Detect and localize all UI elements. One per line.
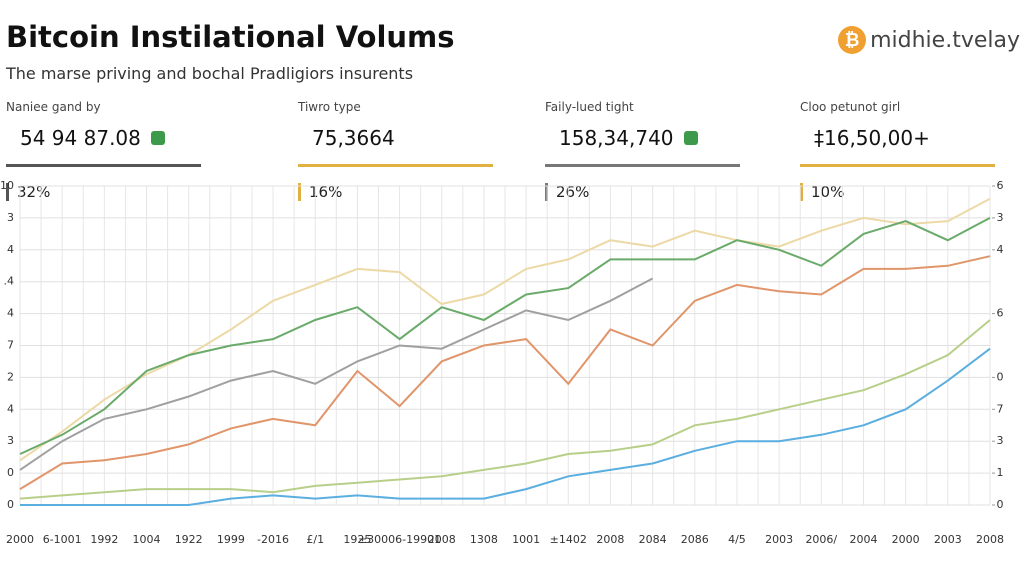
y-tick-label: 7 <box>7 339 14 352</box>
kpi-value: 158,34,740 <box>559 126 674 150</box>
x-tick-label: 1004 <box>133 533 161 546</box>
kpi-icon <box>150 131 165 145</box>
title: Bitcoin Instilational Volums <box>6 20 455 54</box>
y-tick-label: 2 <box>7 370 14 383</box>
x-tick-label: £/1 <box>306 533 324 546</box>
x-tick-label: 1308 <box>470 533 498 546</box>
kpi-bar <box>6 164 201 167</box>
x-tick-label: 1001 <box>512 533 540 546</box>
x-tick-label: 2004 <box>849 533 877 546</box>
y2-tick-label: 3 <box>997 211 1004 224</box>
y-tick-label: 4 <box>7 243 14 256</box>
kpi-label: Naniee gand by <box>6 100 101 114</box>
x-tick-label: 1922 <box>175 533 203 546</box>
kpi-label: Faily-lued tight <box>545 100 634 114</box>
x-tick-label: 2008 <box>428 533 456 546</box>
kpi-label: Cloo petunot girl <box>800 100 901 114</box>
brand-text: midhie.tvelay <box>870 27 1020 53</box>
y-tick-label: .4 <box>4 275 15 288</box>
kpi-value-row: 54 94 87.08 <box>20 126 206 150</box>
y-tick-label: 3 <box>7 434 14 447</box>
kpi-card: Naniee gand by 54 94 87.08 32% <box>6 100 206 201</box>
series-line <box>20 347 991 506</box>
kpi-change: 16% <box>298 183 498 201</box>
x-tick-label: 2000 <box>892 533 920 546</box>
x-tick-label: 4/5 <box>728 533 746 546</box>
kpi-change: 26% <box>545 183 745 201</box>
y-tick-label: 4 <box>7 307 14 320</box>
x-tick-label: 2003 <box>765 533 793 546</box>
x-tick-label: 6-1001 <box>43 533 82 546</box>
kpi-change: 10% <box>800 183 1000 201</box>
bitcoin-icon: ₿ <box>838 26 867 54</box>
x-tick-label: ±30006-19901 <box>358 533 441 546</box>
y-tick-label: 10 <box>0 179 14 192</box>
kpi-change: 32% <box>6 183 206 201</box>
series-line <box>19 319 991 500</box>
x-tick-label: ±1402 <box>550 533 587 546</box>
x-tick-label: 2084 <box>639 533 667 546</box>
kpi-bar <box>298 164 493 167</box>
x-tick-label: 1999 <box>217 533 245 546</box>
x-tick-label: 2000 <box>6 533 34 546</box>
x-tick-label: 2008 <box>976 533 1004 546</box>
kpi-label: Tiwro type <box>298 100 361 114</box>
y2-tick-label: 3 <box>997 434 1004 447</box>
y2-tick-label: 6 <box>997 179 1004 192</box>
y-tick-label: 4 <box>7 402 14 415</box>
x-tick-label: 2003 <box>934 533 962 546</box>
kpi-value: 54 94 87.08 <box>20 126 141 150</box>
x-tick-label: 2006/ <box>805 533 837 546</box>
kpi-bar <box>800 164 995 167</box>
y2-tick-label: 6 <box>997 307 1004 320</box>
y2-tick-label: 1 <box>997 466 1004 479</box>
kpi-value: ‡16,50,00+ <box>814 126 930 150</box>
kpi-card: Faily-lued tight 158,34,740 26% <box>545 100 745 201</box>
brand: ₿ midhie.tvelay <box>838 26 1020 54</box>
x-tick-label: 1992 <box>90 533 118 546</box>
x-tick-label: 2086 <box>681 533 709 546</box>
kpi-icon <box>683 131 698 145</box>
kpi-value-row: 75,3664 <box>312 126 498 150</box>
series-line <box>19 217 991 455</box>
kpi-card: Tiwro type 75,3664 16% <box>298 100 498 201</box>
y2-tick-label: 4 <box>997 243 1004 256</box>
y-tick-label: 3 <box>7 211 14 224</box>
series-line <box>19 277 654 471</box>
y2-tick-label: 7 <box>997 402 1004 415</box>
y2-tick-label: 0 <box>997 498 1004 511</box>
kpi-value-row: 158,34,740 <box>559 126 745 150</box>
kpi-card: Cloo petunot girl ‡16,50,00+ 10% <box>800 100 1000 201</box>
series-line <box>19 255 991 490</box>
x-tick-label: 1925 <box>343 533 371 546</box>
kpi-value-row: ‡16,50,00+ <box>814 126 1000 150</box>
subtitle: The marse priving and bochal Pradligiors… <box>6 64 414 83</box>
y2-tick-label: 0 <box>997 370 1004 383</box>
x-tick-label: -2016 <box>257 533 289 546</box>
y-tick-label: 0 <box>7 466 14 479</box>
kpi-bar <box>545 164 740 167</box>
kpi-value: 75,3664 <box>312 126 395 150</box>
y-tick-label: 0 <box>7 498 14 511</box>
x-tick-label: 2008 <box>596 533 624 546</box>
